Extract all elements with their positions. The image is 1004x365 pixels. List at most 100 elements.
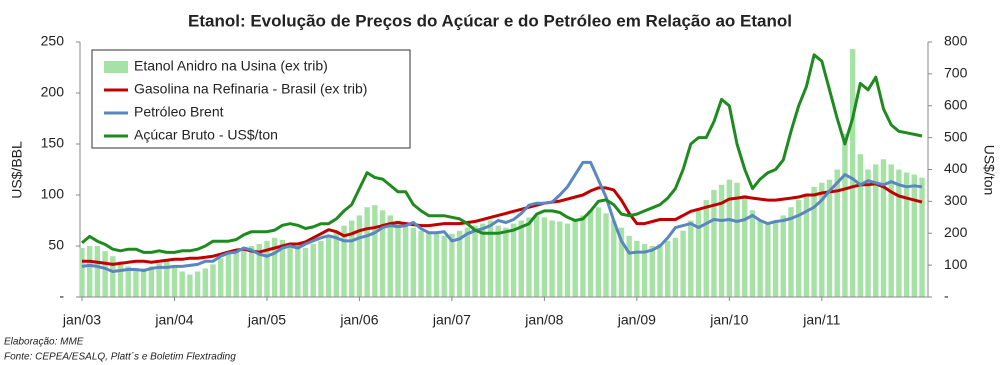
bar [526, 217, 532, 297]
bar [271, 237, 278, 297]
bar [325, 235, 332, 297]
legend-label: Açúcar Bruto - US$/ton [134, 127, 278, 143]
bar [811, 186, 817, 297]
footnote: Elaboração: MME [4, 337, 84, 348]
bar [695, 210, 702, 297]
x-tick-label: jan/10 [709, 312, 748, 328]
bar [711, 189, 717, 297]
bar [580, 215, 586, 297]
bar [842, 133, 848, 297]
bar [572, 219, 578, 297]
bar [896, 169, 902, 297]
bar [148, 266, 155, 297]
bar [295, 246, 301, 297]
bar [472, 225, 478, 297]
bar [826, 179, 833, 297]
bar [248, 246, 255, 297]
chart-title: Etanol: Evolução de Preços do Açúcar e d… [188, 11, 792, 30]
x-tick-label: jan/05 [247, 312, 286, 328]
bar [402, 225, 409, 297]
bar [94, 246, 101, 297]
bar [187, 274, 193, 297]
bar [210, 264, 216, 297]
bar [664, 240, 671, 297]
bar [672, 237, 679, 297]
x-tick-label: jan/03 [62, 312, 101, 328]
bar [919, 177, 925, 297]
y2-tick-label: - [944, 288, 949, 304]
bar [79, 248, 85, 297]
bar [426, 231, 432, 297]
bar [379, 210, 386, 297]
bar [164, 260, 170, 297]
bar [140, 268, 147, 297]
bar [87, 246, 93, 297]
bar [772, 220, 779, 297]
legend-swatch [104, 61, 128, 73]
y2-tick-label: 700 [944, 65, 968, 81]
bar [618, 227, 625, 297]
bar [125, 266, 131, 297]
bar [595, 207, 602, 297]
bar [888, 164, 894, 297]
bar [557, 221, 563, 297]
bar [117, 261, 124, 297]
bar [765, 223, 771, 297]
y-tick-label: - [59, 288, 64, 304]
bar [256, 243, 262, 297]
bar [541, 217, 548, 297]
y2-axis-label: US$/ton [981, 145, 997, 196]
bar [410, 227, 417, 297]
x-tick-label: jan/09 [617, 312, 656, 328]
bar [680, 230, 686, 297]
bar [533, 215, 540, 297]
bar [310, 243, 316, 297]
bar [803, 195, 810, 297]
bar [233, 251, 239, 297]
bar [549, 220, 555, 297]
legend-label: Etanol Anidro na Usina (ex trib) [134, 58, 328, 74]
x-tick-label: jan/08 [524, 312, 563, 328]
bar [865, 169, 871, 297]
y2-tick-label: 300 [944, 192, 968, 208]
bar [102, 251, 108, 297]
y2-tick-label: 500 [944, 128, 968, 144]
footnote: Fonte: CEPEA/ESALQ, Platt´s e Boletim Fl… [4, 351, 236, 363]
bar [603, 213, 609, 297]
bar [225, 254, 232, 297]
bar [194, 271, 201, 297]
legend-label: Petróleo Brent [134, 104, 224, 120]
y2-tick-label: 100 [944, 256, 968, 272]
bar [372, 205, 378, 297]
bar [503, 227, 509, 297]
y-tick-label: 50 [48, 237, 64, 253]
bar [564, 223, 571, 297]
bar [441, 235, 447, 297]
bar [179, 271, 185, 297]
bar [903, 172, 910, 297]
bar [703, 200, 709, 297]
bar [749, 210, 756, 297]
bar [387, 215, 393, 297]
bar [264, 240, 270, 297]
bar [464, 227, 471, 297]
bar [518, 220, 524, 297]
y-tick-label: 150 [41, 135, 65, 151]
bar [726, 179, 733, 297]
bar [742, 195, 748, 297]
x-tick-label: jan/11 [802, 312, 840, 328]
bar [649, 246, 655, 297]
y-tick-label: 200 [41, 84, 65, 100]
bar [510, 223, 517, 297]
bar [880, 159, 887, 297]
bar [657, 243, 663, 297]
y2-tick-label: 400 [944, 160, 968, 176]
bar [487, 220, 494, 297]
bar [626, 235, 632, 297]
bar [202, 268, 208, 297]
bar [718, 184, 725, 297]
bar [279, 239, 286, 297]
bar [480, 223, 486, 297]
x-tick-label: jan/07 [432, 312, 471, 328]
